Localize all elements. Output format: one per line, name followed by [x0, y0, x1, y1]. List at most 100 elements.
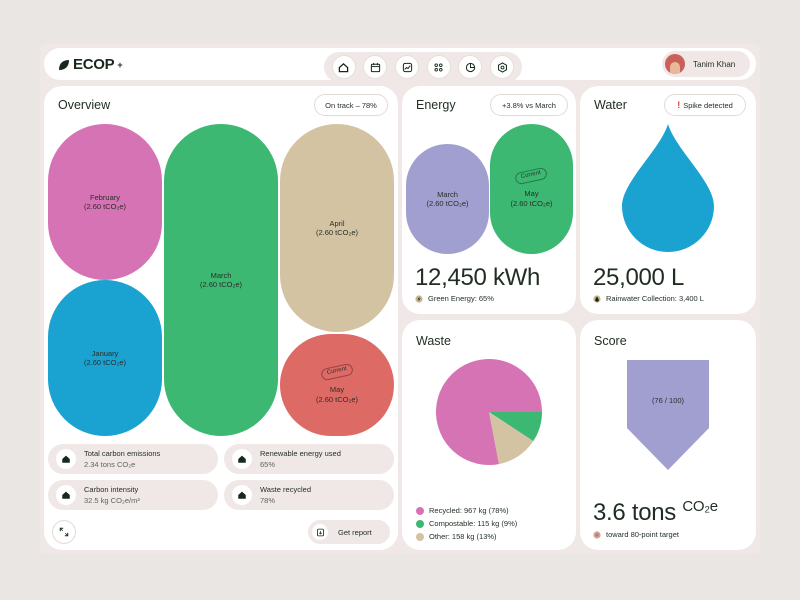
stat-value: 78%	[260, 496, 276, 505]
waste-pie-chart	[436, 358, 542, 465]
energy-total: 12,450 kWh	[415, 264, 541, 291]
nav-calendar[interactable]	[363, 55, 388, 79]
pie-slice-recycled[interactable]	[436, 358, 542, 465]
download-icon	[316, 528, 324, 536]
current-tag: Current	[514, 166, 549, 185]
legend-dot	[416, 532, 424, 541]
nav-grid[interactable]	[426, 55, 451, 79]
month-february[interactable]: February (2.60 tCO₂e)	[48, 124, 162, 280]
score-total: 3.6 tons CO₂e	[593, 498, 718, 527]
get-report-label: Get report	[338, 527, 372, 537]
month-april-name: April	[329, 218, 345, 228]
legend-text: Recycled: 967 kg (78%)	[429, 506, 509, 515]
stat-waste-recycled[interactable]: Waste recycled 78%	[224, 480, 394, 510]
overview-card: Overview On track – 78% February (2.60 t…	[44, 86, 398, 550]
rainwater-text: Rainwater Collection: 3,400 L	[606, 294, 704, 303]
energy-card: Energy +3.8% vs March March (2.60 tCO₂e)…	[402, 86, 576, 314]
home-icon	[238, 455, 246, 463]
month-may-value: (2.60 tCO₂e)	[315, 394, 359, 404]
settings-icon	[497, 61, 507, 73]
energy-may-value: (2.60 tCO₂e)	[510, 198, 553, 208]
logo-sup: +	[117, 59, 123, 70]
pie-slice-other[interactable]	[489, 412, 534, 465]
spike-detected-label: Spike detected	[683, 100, 733, 110]
month-january[interactable]: January (2.60 tCO₂e)	[48, 280, 162, 436]
nav-home[interactable]	[331, 55, 356, 79]
energy-may-name: May	[524, 189, 539, 199]
month-march[interactable]: March (2.60 tCO₂e)	[164, 124, 278, 436]
legend-item: Other: 158 kg (13%)	[416, 530, 517, 543]
get-report-button[interactable]: Get report	[308, 520, 390, 544]
expand-button[interactable]	[52, 520, 76, 544]
score-card: Score (76 / 100) 3.6 tons CO₂e toward 80…	[580, 320, 756, 550]
user-menu[interactable]: Tanim Khan	[662, 51, 750, 77]
green-energy-text: Green Energy: 65%	[428, 294, 494, 303]
month-january-value: (2.60 tCO₂e)	[83, 358, 127, 367]
stat-total-emissions[interactable]: Total carbon emissions 2.34 tons CO₂e	[48, 444, 218, 474]
month-march-name: March	[210, 270, 232, 280]
water-total: 25,000 L	[593, 264, 685, 291]
logo-text: ECOP	[73, 56, 115, 73]
water-card: Water ! Spike detected 25,000 L Rainwate…	[580, 86, 756, 314]
stat-carbon-intensity[interactable]: Carbon intensity 32.5 kg CO₂e/m²	[48, 480, 218, 510]
expand-icon	[59, 527, 69, 537]
month-february-name: February	[89, 192, 120, 202]
water-title: Water	[594, 98, 627, 112]
legend-text: Other: 158 kg (13%)	[429, 532, 497, 541]
score-arrow	[627, 360, 709, 470]
stat-label: Carbon intensity	[84, 485, 139, 494]
legend-dot	[416, 506, 424, 515]
month-february-value: (2.60 tCO₂e)	[83, 202, 127, 211]
nav-pie[interactable]	[458, 55, 483, 79]
score-target-text: toward 80-point target	[606, 530, 679, 539]
stat-label: Renewable energy used	[260, 449, 341, 458]
energy-change-badge[interactable]: +3.8% vs March	[490, 94, 568, 116]
legend-item: Compostable: 115 kg (9%)	[416, 517, 517, 530]
overview-title: Overview	[58, 98, 111, 112]
energy-march[interactable]: March (2.60 tCO₂e)	[406, 144, 489, 254]
energy-march-name: March	[437, 189, 458, 199]
month-april[interactable]: April (2.60 tCO₂e)	[280, 124, 394, 332]
waste-legend: Recycled: 967 kg (78%) Compostable: 115 …	[416, 504, 517, 543]
overview-status-badge[interactable]: On track – 78%	[314, 94, 388, 116]
current-tag: Current	[320, 362, 354, 381]
energy-icon	[415, 294, 423, 303]
stat-label: Waste recycled	[260, 485, 311, 494]
legend-text: Compostable: 115 kg (9%)	[429, 519, 518, 528]
green-energy-row: Green Energy: 65%	[415, 294, 494, 303]
pie-chart-icon	[465, 62, 476, 72]
legend-item: Recycled: 967 kg (78%)	[416, 504, 517, 517]
user-name: Tanim Khan	[693, 59, 736, 69]
alert-icon: !	[677, 100, 681, 110]
nav-bar	[324, 52, 522, 82]
calendar-icon	[370, 62, 381, 72]
stat-value: 2.34 tons CO₂e	[84, 460, 136, 469]
target-icon	[593, 530, 601, 539]
grid-icon	[434, 62, 443, 72]
logo[interactable]: ECOP +	[58, 56, 123, 73]
home-icon	[339, 62, 349, 72]
stat-renewable-energy[interactable]: Renewable energy used 65%	[224, 444, 394, 474]
waste-card: Waste Recycled: 967 kg (78%) Compostable…	[402, 320, 576, 550]
month-january-name: January	[91, 348, 119, 358]
avatar	[665, 54, 685, 74]
nav-analytics[interactable]	[395, 55, 420, 79]
stat-value: 32.5 kg CO₂e/m²	[84, 496, 140, 505]
rainwater-row: Rainwater Collection: 3,400 L	[593, 294, 704, 303]
nav-settings[interactable]	[490, 55, 515, 79]
month-may[interactable]: Current May (2.60 tCO₂e)	[280, 334, 394, 436]
chart-line-icon	[402, 62, 412, 72]
energy-title: Energy	[416, 98, 456, 112]
score-label: (76 / 100)	[651, 396, 685, 405]
month-april-value: (2.60 tCO₂e)	[315, 228, 359, 237]
app-frame: ECOP + Tanim Khan	[40, 44, 760, 554]
month-march-value: (2.60 tCO₂e)	[199, 280, 243, 289]
home-icon	[238, 491, 246, 499]
pie-slice-compostable[interactable]	[489, 412, 542, 442]
score-target-row: toward 80-point target	[593, 530, 679, 539]
energy-may[interactable]: Current May (2.60 tCO₂e)	[490, 124, 573, 254]
score-unit: CO₂e	[682, 498, 718, 515]
spike-detected-badge[interactable]: ! Spike detected	[664, 94, 746, 116]
score-total-value: 3.6 tons	[593, 499, 676, 526]
score-title: Score	[594, 334, 627, 348]
